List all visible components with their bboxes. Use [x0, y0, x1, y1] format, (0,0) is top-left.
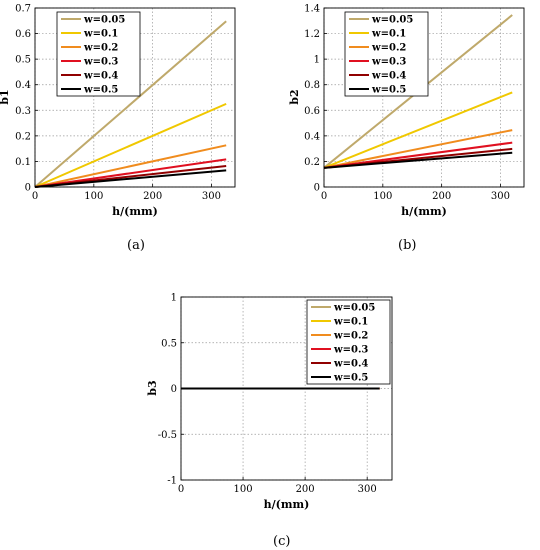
legend-entry: w=0.05: [83, 15, 125, 26]
y-tick-label: -0.5: [158, 430, 177, 441]
y-tick-label: -1: [167, 476, 177, 487]
series-line-w=0.2: [323, 129, 513, 169]
legend-entry: w=0.4: [83, 71, 118, 82]
legend-box: [56, 11, 141, 97]
x-axis-label: h/(mm): [112, 205, 158, 218]
legend: w=0.05 w=0.1 w=0.2 w=0.3 w=0.4 w=0.5: [344, 11, 429, 97]
caption-b: (b): [398, 238, 417, 253]
legend-box: [306, 299, 391, 385]
legend-entry: w=0.2: [83, 43, 118, 54]
legend-entry: w=0.2: [333, 331, 368, 342]
x-axis-label: h/(mm): [264, 498, 310, 511]
y-tick-label: 0: [25, 183, 31, 194]
legend-entry: w=0.05: [333, 303, 375, 314]
y-tick-label: 1: [314, 55, 320, 66]
x-tick-label: 0: [178, 484, 184, 495]
series-line-w=0.1: [323, 91, 513, 169]
y-tick-label: 0.3: [15, 106, 31, 117]
x-tick-label: 0: [321, 191, 327, 202]
series-line-w=0.1: [34, 102, 227, 188]
y-tick-label: 0: [171, 384, 177, 395]
y-tick-label: 0.7: [15, 4, 31, 15]
y-tick-label: 0.8: [304, 80, 320, 91]
legend-box: [344, 11, 429, 97]
y-tick-label: 0.4: [304, 131, 320, 142]
y-axis-label: b2: [288, 89, 301, 104]
series-line-w=0.5: [34, 169, 227, 188]
series-line-w=0.3: [34, 158, 227, 188]
legend-entry: w=0.5: [333, 373, 368, 384]
y-tick-label: 0.2: [304, 157, 320, 168]
legend-entry: w=0.4: [333, 359, 368, 370]
caption-c: (c): [273, 534, 291, 549]
y-tick-label: 0.5: [15, 55, 31, 66]
x-tick-label: 100: [84, 191, 103, 202]
x-tick-label: 100: [373, 191, 392, 202]
caption-a: (a): [127, 238, 145, 253]
y-tick-label: 0.6: [304, 106, 320, 117]
y-axis-label: b1: [0, 89, 11, 104]
y-tick-label: 0.6: [15, 29, 31, 40]
legend: w=0.05 w=0.1 w=0.2 w=0.3 w=0.4 w=0.5: [306, 299, 391, 385]
y-tick-label: 0.2: [15, 131, 31, 142]
x-tick-label: 200: [432, 191, 451, 202]
series-line-w=0.3: [323, 141, 513, 169]
axes-frame: [323, 7, 525, 188]
y-axis-label: b3: [146, 380, 159, 395]
legend-entry: w=0.2: [371, 43, 406, 54]
legend-entry: w=0.5: [371, 85, 406, 96]
legend-entry: w=0.3: [83, 57, 118, 68]
chart-panel-0: 0 100 200 300 0 0.1 0.2 0.3 0.4 0.5 0.6 0.7 h/(mm) b1…: [0, 4, 236, 218]
x-tick-label: 200: [143, 191, 162, 202]
y-tick-label: 0.5: [161, 338, 177, 349]
x-tick-label: 300: [491, 191, 510, 202]
legend-entry: w=0.3: [333, 345, 368, 356]
y-tick-label: 1.4: [304, 4, 320, 15]
y-tick-label: 0: [314, 183, 320, 194]
chart-panel-1: 0 100 200 300 0 0.2 0.4 0.6 0.8 1 1.2 1.4 h/(mm) b2 w=…: [288, 4, 525, 218]
x-tick-label: 200: [296, 484, 315, 495]
legend-entry: w=0.3: [371, 57, 406, 68]
y-tick-label: 1: [171, 293, 177, 304]
x-axis-label: h/(mm): [401, 205, 447, 218]
axes-frame: [34, 7, 236, 188]
legend-entry: w=0.5: [83, 85, 118, 96]
x-tick-label: 300: [358, 484, 377, 495]
legend-entry: w=0.1: [371, 29, 406, 40]
x-tick-label: 300: [202, 191, 221, 202]
x-tick-label: 0: [32, 191, 38, 202]
series-line-w=0.05: [34, 20, 227, 188]
axes-frame: [180, 296, 393, 481]
series-line-w=0.5: [323, 151, 513, 169]
chart-panel-2: 0 100 200 300 -1 -0.5 0 0.5 1 h/(mm) b3 w=0.05 w=0.1…: [146, 293, 393, 511]
legend-entry: w=0.05: [371, 15, 413, 26]
y-tick-label: 0.1: [15, 157, 31, 168]
series-line-w=0.2: [34, 144, 227, 188]
legend: w=0.05 w=0.1 w=0.2 w=0.3 w=0.4 w=0.5: [56, 11, 141, 97]
legend-entry: w=0.1: [83, 29, 118, 40]
y-tick-label: 1.2: [304, 29, 320, 40]
x-tick-label: 100: [234, 484, 253, 495]
legend-entry: w=0.4: [371, 71, 406, 82]
legend-entry: w=0.1: [333, 317, 368, 328]
y-tick-label: 0.4: [15, 80, 31, 91]
